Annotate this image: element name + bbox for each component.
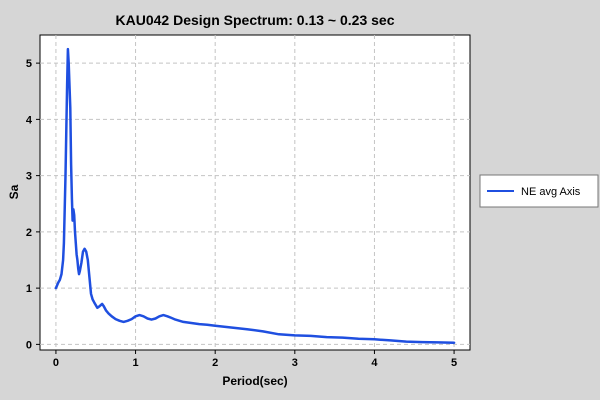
axis-ticks: 0 1 2 3 4 5 0 1 2 3 4 5 bbox=[26, 58, 457, 369]
y-tick-label: 3 bbox=[26, 171, 32, 183]
x-tick-label: 3 bbox=[292, 357, 298, 369]
y-tick-label: 0 bbox=[26, 339, 32, 351]
x-axis-label: Period(sec) bbox=[222, 374, 287, 388]
chart-title: KAU042 Design Spectrum: 0.13 ~ 0.23 sec bbox=[116, 12, 395, 28]
legend-label: NE avg Axis bbox=[521, 186, 581, 198]
y-tick-label: 5 bbox=[26, 58, 32, 70]
y-tick-label: 2 bbox=[26, 227, 32, 239]
y-tick-label: 1 bbox=[26, 283, 32, 295]
x-tick-label: 4 bbox=[371, 357, 378, 369]
series-layer bbox=[54, 47, 456, 344]
y-axis-label: Sa bbox=[7, 184, 21, 199]
gridlines bbox=[40, 35, 470, 350]
legend: NE avg Axis bbox=[479, 174, 599, 208]
plot-area bbox=[39, 34, 471, 351]
series-line bbox=[54, 47, 456, 344]
x-tick-label: 1 bbox=[132, 357, 138, 369]
x-tick-label: 5 bbox=[451, 357, 457, 369]
y-tick-label: 4 bbox=[26, 114, 33, 126]
x-tick-label: 0 bbox=[53, 357, 59, 369]
x-tick-label: 2 bbox=[212, 357, 218, 369]
